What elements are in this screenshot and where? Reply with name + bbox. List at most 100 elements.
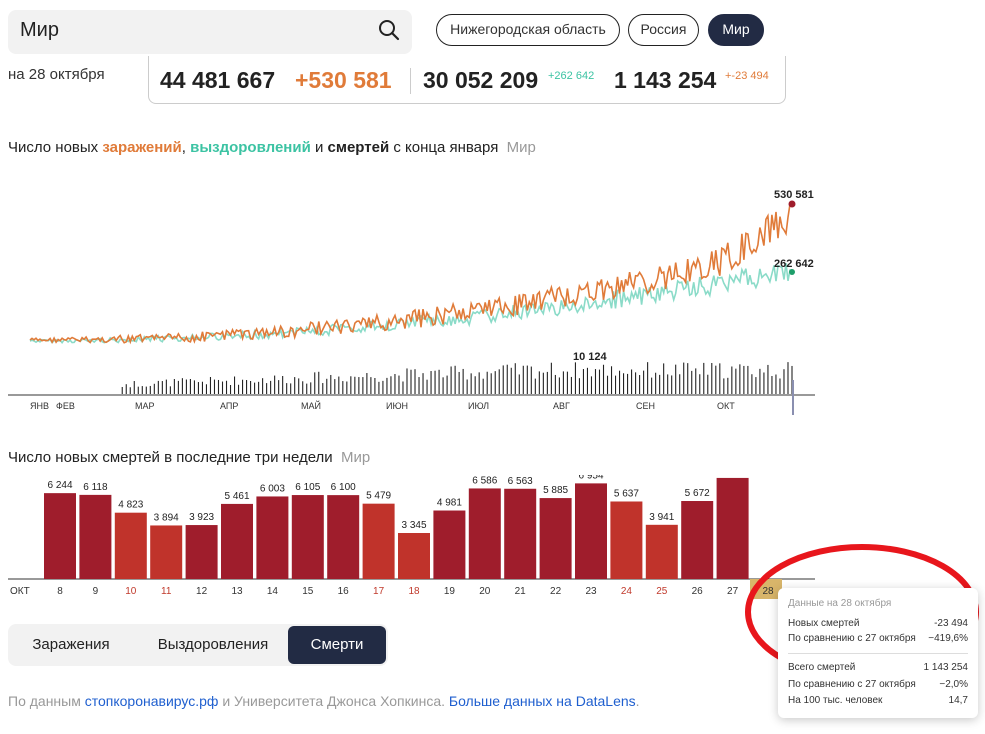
trend-chart: 530 581 262 642 10 124 ЯНВ ФЕВ МАР АПР М… [8,189,815,415]
deaths-total: 1 143 254 [614,67,717,93]
chart1-title-infected: заражений [102,139,182,156]
infected-peak-dot [788,200,796,208]
bar[interactable] [79,494,112,579]
bar[interactable] [610,501,643,579]
bar-day-label: 11 [161,586,172,597]
chart1-title-recovered: выздоровлений [190,139,311,156]
bar-day-label: 15 [302,586,314,597]
footer-text: . [635,693,640,709]
chart2-title: Число новых смертей в последние три неде… [8,449,370,466]
month-label: АВГ [553,401,570,411]
tooltip-row: Новых смертей -23 494 [788,618,968,629]
tab-deaths[interactable]: Смерти [288,626,386,664]
bar[interactable] [398,533,430,579]
bar-value-label: 6 244 [47,480,72,491]
bar[interactable] [221,503,253,579]
footer-text: и Университета Джонса Хопкинса. [218,693,449,709]
tab-recoveries[interactable]: Выздоровления [157,636,269,653]
bar-value-label: 6 003 [260,483,285,494]
bar-month-label: ОКТ [10,586,30,597]
chart2-title-text: Число новых смертей в последние три неде… [8,449,333,466]
bar[interactable] [44,493,76,579]
bar[interactable] [468,488,501,579]
month-label: АПР [220,401,238,411]
month-label: МАЙ [301,400,321,411]
bar-value-label: 6 586 [472,475,497,486]
tooltip-label: Новых смертей [788,618,860,629]
bar-day-label: 19 [444,586,456,597]
tooltip-label: По сравнению с 27 октября [788,679,916,690]
region-russia-button[interactable]: Россия [628,14,699,46]
bar-day-label: 18 [408,586,420,597]
region-nizhny-button[interactable]: Нижегородская область [436,14,620,46]
bar-day-label: 21 [515,586,527,597]
bar-day-label: 27 [727,586,739,597]
tooltip-value: 14,7 [948,695,968,706]
bar-value-label: 6 563 [508,476,533,487]
bar-value-label: 5 479 [366,491,391,502]
recovered-peak-dot [789,269,795,275]
region-world-button[interactable]: Мир [708,14,764,46]
bar-value-label: 5 461 [224,491,249,502]
deaths-bar-chart: ОКТ 6 244 8 6 118 9 4 823 10 3 894 11 3 923 12 5 4… [8,475,815,599]
chart1-title: Число новых заражений, выздоровлений и с… [8,139,536,156]
bar[interactable] [539,498,572,579]
footer-text: По данным [8,693,85,709]
search-input[interactable]: Мир [20,19,59,41]
bar[interactable] [504,488,537,579]
bar[interactable] [433,510,466,579]
month-label: ОКТ [717,401,735,411]
bar-value-label: 4 823 [118,500,143,511]
bar[interactable] [327,495,360,579]
tooltip-label: Всего смертей [788,662,856,673]
bar-value-label: 4 981 [437,498,462,509]
bar-day-label: 24 [621,586,633,597]
month-label: СЕН [636,401,655,411]
chart1-title-deaths: смертей [327,139,390,156]
bar-day-label: 14 [267,586,279,597]
stats-date: на 28 октября [8,66,105,83]
month-label: ЯНВ [30,401,49,411]
month-label: ФЕВ [56,401,75,411]
bar-day-label: 17 [373,586,385,597]
tooltip-value: −419,6% [928,633,968,644]
bar[interactable] [645,524,678,579]
bar[interactable] [291,495,324,579]
bar-value-label: 3 345 [401,520,426,531]
chart1-title-part: с конца января [389,139,499,156]
chart2-region: Мир [341,449,371,466]
tab-infections[interactable]: Заражения [32,636,110,653]
metric-tabs: Заражения Выздоровления Смерти [8,624,388,666]
month-label: ИЮН [386,401,408,411]
bar-day-label: 23 [585,586,597,597]
tooltip-row: По сравнению с 27 октября −419,6% [788,633,968,644]
bar-value-label: 3 894 [154,512,179,523]
bar[interactable] [185,525,218,579]
infected-new: +530 581 [295,67,392,93]
tooltip-label: По сравнению с 27 октября [788,633,916,644]
source-footer: По данным стопкоронавирус.рф и Университ… [8,693,640,709]
bar-day-label: 13 [231,586,243,597]
bar[interactable] [681,501,714,579]
datalens-link[interactable]: Больше данных на DataLens [448,693,636,709]
bar-day-label: 9 [93,586,99,597]
bar[interactable] [362,503,395,579]
peak-infected-label: 530 581 [774,189,814,201]
bar[interactable] [256,496,289,579]
peak-recovered-label: 262 642 [774,258,814,270]
chart1-region: Мир [506,139,536,156]
tooltip-header: Данные на 28 октября [788,598,892,609]
bar[interactable] [575,483,607,579]
bar-day-label: 12 [196,586,208,597]
search-box[interactable] [8,10,412,54]
chart1-title-part: Число новых [8,139,103,156]
bar-value-label: 5 672 [685,488,710,499]
bar-day-label: 28 [762,586,774,597]
source-link[interactable]: стопкоронавирус.рф [84,693,219,709]
tooltip-row: Всего смертей 1 143 254 [788,662,968,673]
search-icon[interactable] [378,19,400,41]
bar[interactable] [114,512,147,579]
bar[interactable] [150,525,183,579]
stats-divider [410,68,411,94]
bar[interactable] [716,477,749,579]
